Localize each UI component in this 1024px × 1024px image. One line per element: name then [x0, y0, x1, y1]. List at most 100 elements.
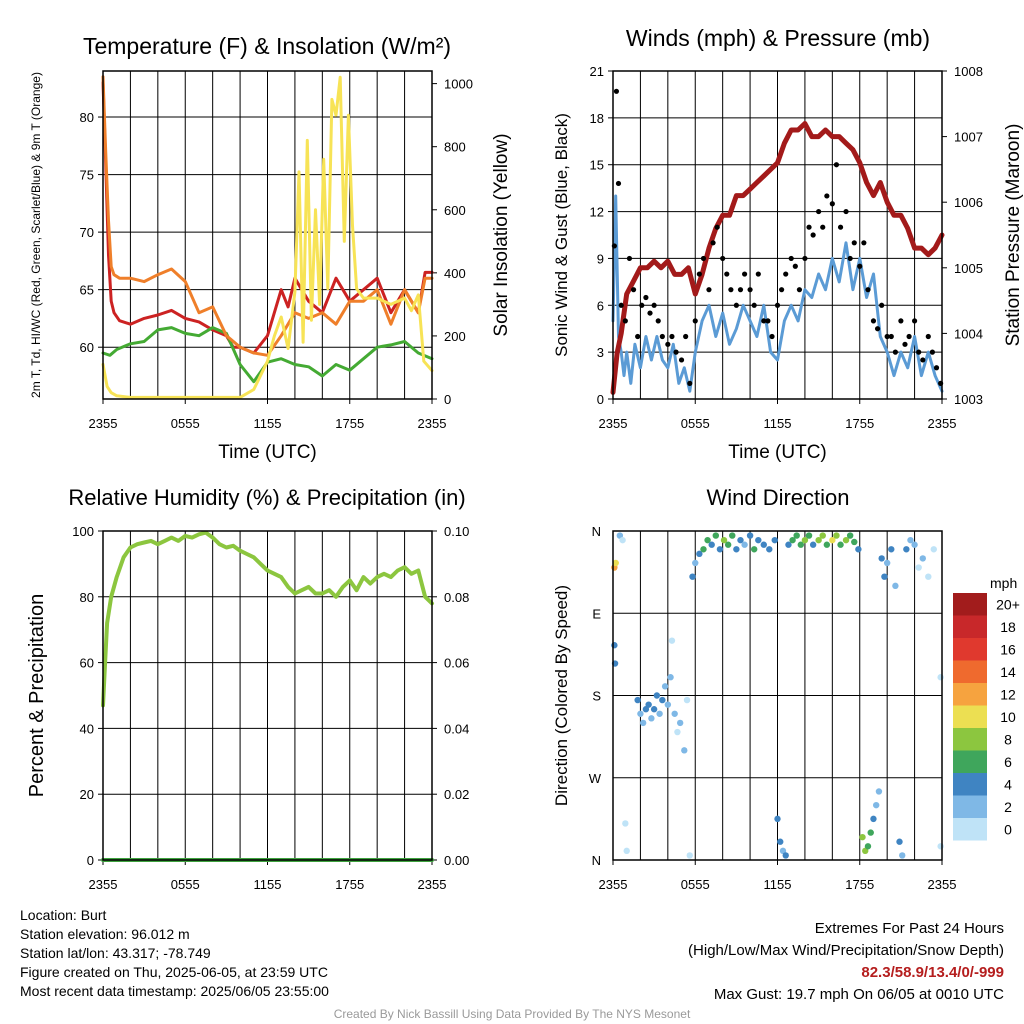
- gust-point: [665, 341, 671, 347]
- direction-point: [846, 532, 854, 539]
- y-tick-label: E: [592, 606, 601, 621]
- gust-point: [829, 201, 835, 207]
- winddir-chart: N E S W N 2355 0555 1155 1755 2355 mph 20+ 18 16 14 12 1…: [552, 485, 1020, 892]
- legend-title: mph: [990, 575, 1017, 591]
- x-tick-label: 2355: [89, 877, 118, 892]
- y-tick-label: 75: [80, 168, 94, 183]
- y-tick-label: 9: [597, 251, 604, 266]
- winds-chart: 0 3 6 9 12 15 18 21 1003 1004 1005 1006 1007 1008 2355…: [552, 25, 1024, 463]
- x-tick-label: 1755: [335, 877, 364, 892]
- legend-label: 10: [1000, 709, 1016, 725]
- gust-point: [920, 357, 926, 363]
- direction-point: [793, 532, 800, 539]
- y2-tick-label: 1004: [954, 326, 983, 341]
- direction-point: [741, 541, 748, 548]
- plot-frame: [612, 70, 943, 400]
- x-tick-label: 2355: [928, 877, 957, 892]
- y2-tick-label: 200: [444, 329, 466, 344]
- direction-point: [883, 559, 891, 567]
- direction-point: [819, 532, 826, 539]
- series-line-sonic-wind: [611, 194, 944, 393]
- gust-point: [816, 208, 822, 215]
- direction-point: [712, 532, 720, 539]
- series-line-pressure: [610, 121, 945, 395]
- gust-point: [769, 333, 775, 340]
- direction-point: [653, 692, 661, 699]
- y2-axis-label: Solar Insolation (Yellow): [491, 133, 512, 336]
- y-tick-label: 0: [87, 853, 94, 868]
- location-text: Location: Burt: [20, 907, 107, 923]
- direction-point: [661, 683, 669, 690]
- x-tick-label: 2355: [418, 877, 447, 892]
- legend-swatch: [953, 818, 987, 841]
- gust-point: [810, 232, 816, 238]
- direction-point: [696, 550, 703, 558]
- legend-swatch: [953, 615, 987, 638]
- gust-point: [714, 224, 720, 230]
- gust-point: [898, 318, 904, 324]
- extremes-subheading: (High/Low/Max Wind/Precipitation/Snow De…: [688, 942, 1004, 959]
- gust-point: [655, 318, 661, 324]
- gust-point: [847, 255, 853, 262]
- direction-point: [797, 541, 805, 548]
- station-info: Location: Burt Station elevation: 96.012…: [20, 906, 329, 1001]
- gust-point: [733, 302, 739, 308]
- y-axis-label: Percent & Precipitation: [26, 594, 48, 797]
- direction-point: [708, 541, 715, 548]
- direction-point: [766, 546, 773, 553]
- legend-swatch: [953, 660, 987, 683]
- y-tick-label: 12: [590, 205, 604, 220]
- gust-point: [902, 341, 908, 347]
- gust-point: [630, 287, 637, 293]
- x-tick-label: 1155: [254, 877, 282, 892]
- plot-frame: [102, 70, 433, 400]
- direction-point: [746, 532, 754, 539]
- y-tick-label: N: [592, 853, 601, 868]
- direction-point: [870, 815, 877, 823]
- y-tick-label: 21: [590, 64, 604, 79]
- gust-point: [837, 224, 844, 230]
- legend-label: 20+: [996, 596, 1020, 612]
- x-axis-label: Time (UTC): [218, 442, 317, 463]
- direction-point: [809, 541, 817, 548]
- direction-point: [716, 546, 724, 553]
- direction-point: [648, 715, 655, 722]
- extremes-info: Extremes For Past 24 Hours (High/Low/Max…: [688, 918, 1004, 1006]
- elevation-text: Station elevation: 96.012 m: [20, 926, 190, 942]
- x-tick-label: 1155: [254, 416, 282, 431]
- direction-point: [681, 747, 688, 754]
- direction-point: [689, 573, 696, 580]
- gust-point: [643, 294, 649, 301]
- gust-point: [635, 333, 641, 340]
- created-text: Figure created on Thu, 2025-06-05, at 23…: [20, 964, 328, 980]
- legend-swatch: [953, 683, 987, 706]
- direction-point: [622, 820, 629, 827]
- direction-point: [774, 815, 781, 823]
- gust-point: [874, 326, 881, 332]
- y2-tick-label: 400: [444, 266, 466, 281]
- legend-label: 0: [1004, 821, 1012, 837]
- direction-point: [645, 701, 652, 708]
- gust-point: [796, 287, 803, 293]
- legend-swatch: [953, 728, 987, 751]
- gust-point: [929, 349, 936, 355]
- legend-label: 18: [1000, 619, 1016, 635]
- x-tick-label: 0555: [681, 416, 710, 431]
- y2-tick-label: 0.00: [444, 853, 469, 868]
- gust-point: [659, 333, 665, 340]
- chart-title: Temperature (F) & Insolation (W/m²): [83, 33, 451, 59]
- gust-point: [751, 302, 757, 308]
- legend-swatch: [953, 773, 987, 796]
- x-tick-label: 1755: [845, 416, 874, 431]
- gust-point: [755, 271, 761, 277]
- y-tick-label: 3: [597, 345, 604, 360]
- y-tick-label: 18: [590, 111, 604, 126]
- rh-chart: 0 20 40 60 80 100 0.00 0.02 0.04 0.06 0.08 0.10 2355…: [26, 485, 469, 892]
- direction-point: [760, 541, 767, 548]
- x-tick-label: 2355: [928, 416, 957, 431]
- direction-point: [829, 536, 836, 544]
- x-tick-label: 0555: [681, 877, 710, 892]
- direction-point: [737, 536, 744, 544]
- direction-point: [930, 546, 937, 553]
- legend-label: 6: [1004, 754, 1012, 770]
